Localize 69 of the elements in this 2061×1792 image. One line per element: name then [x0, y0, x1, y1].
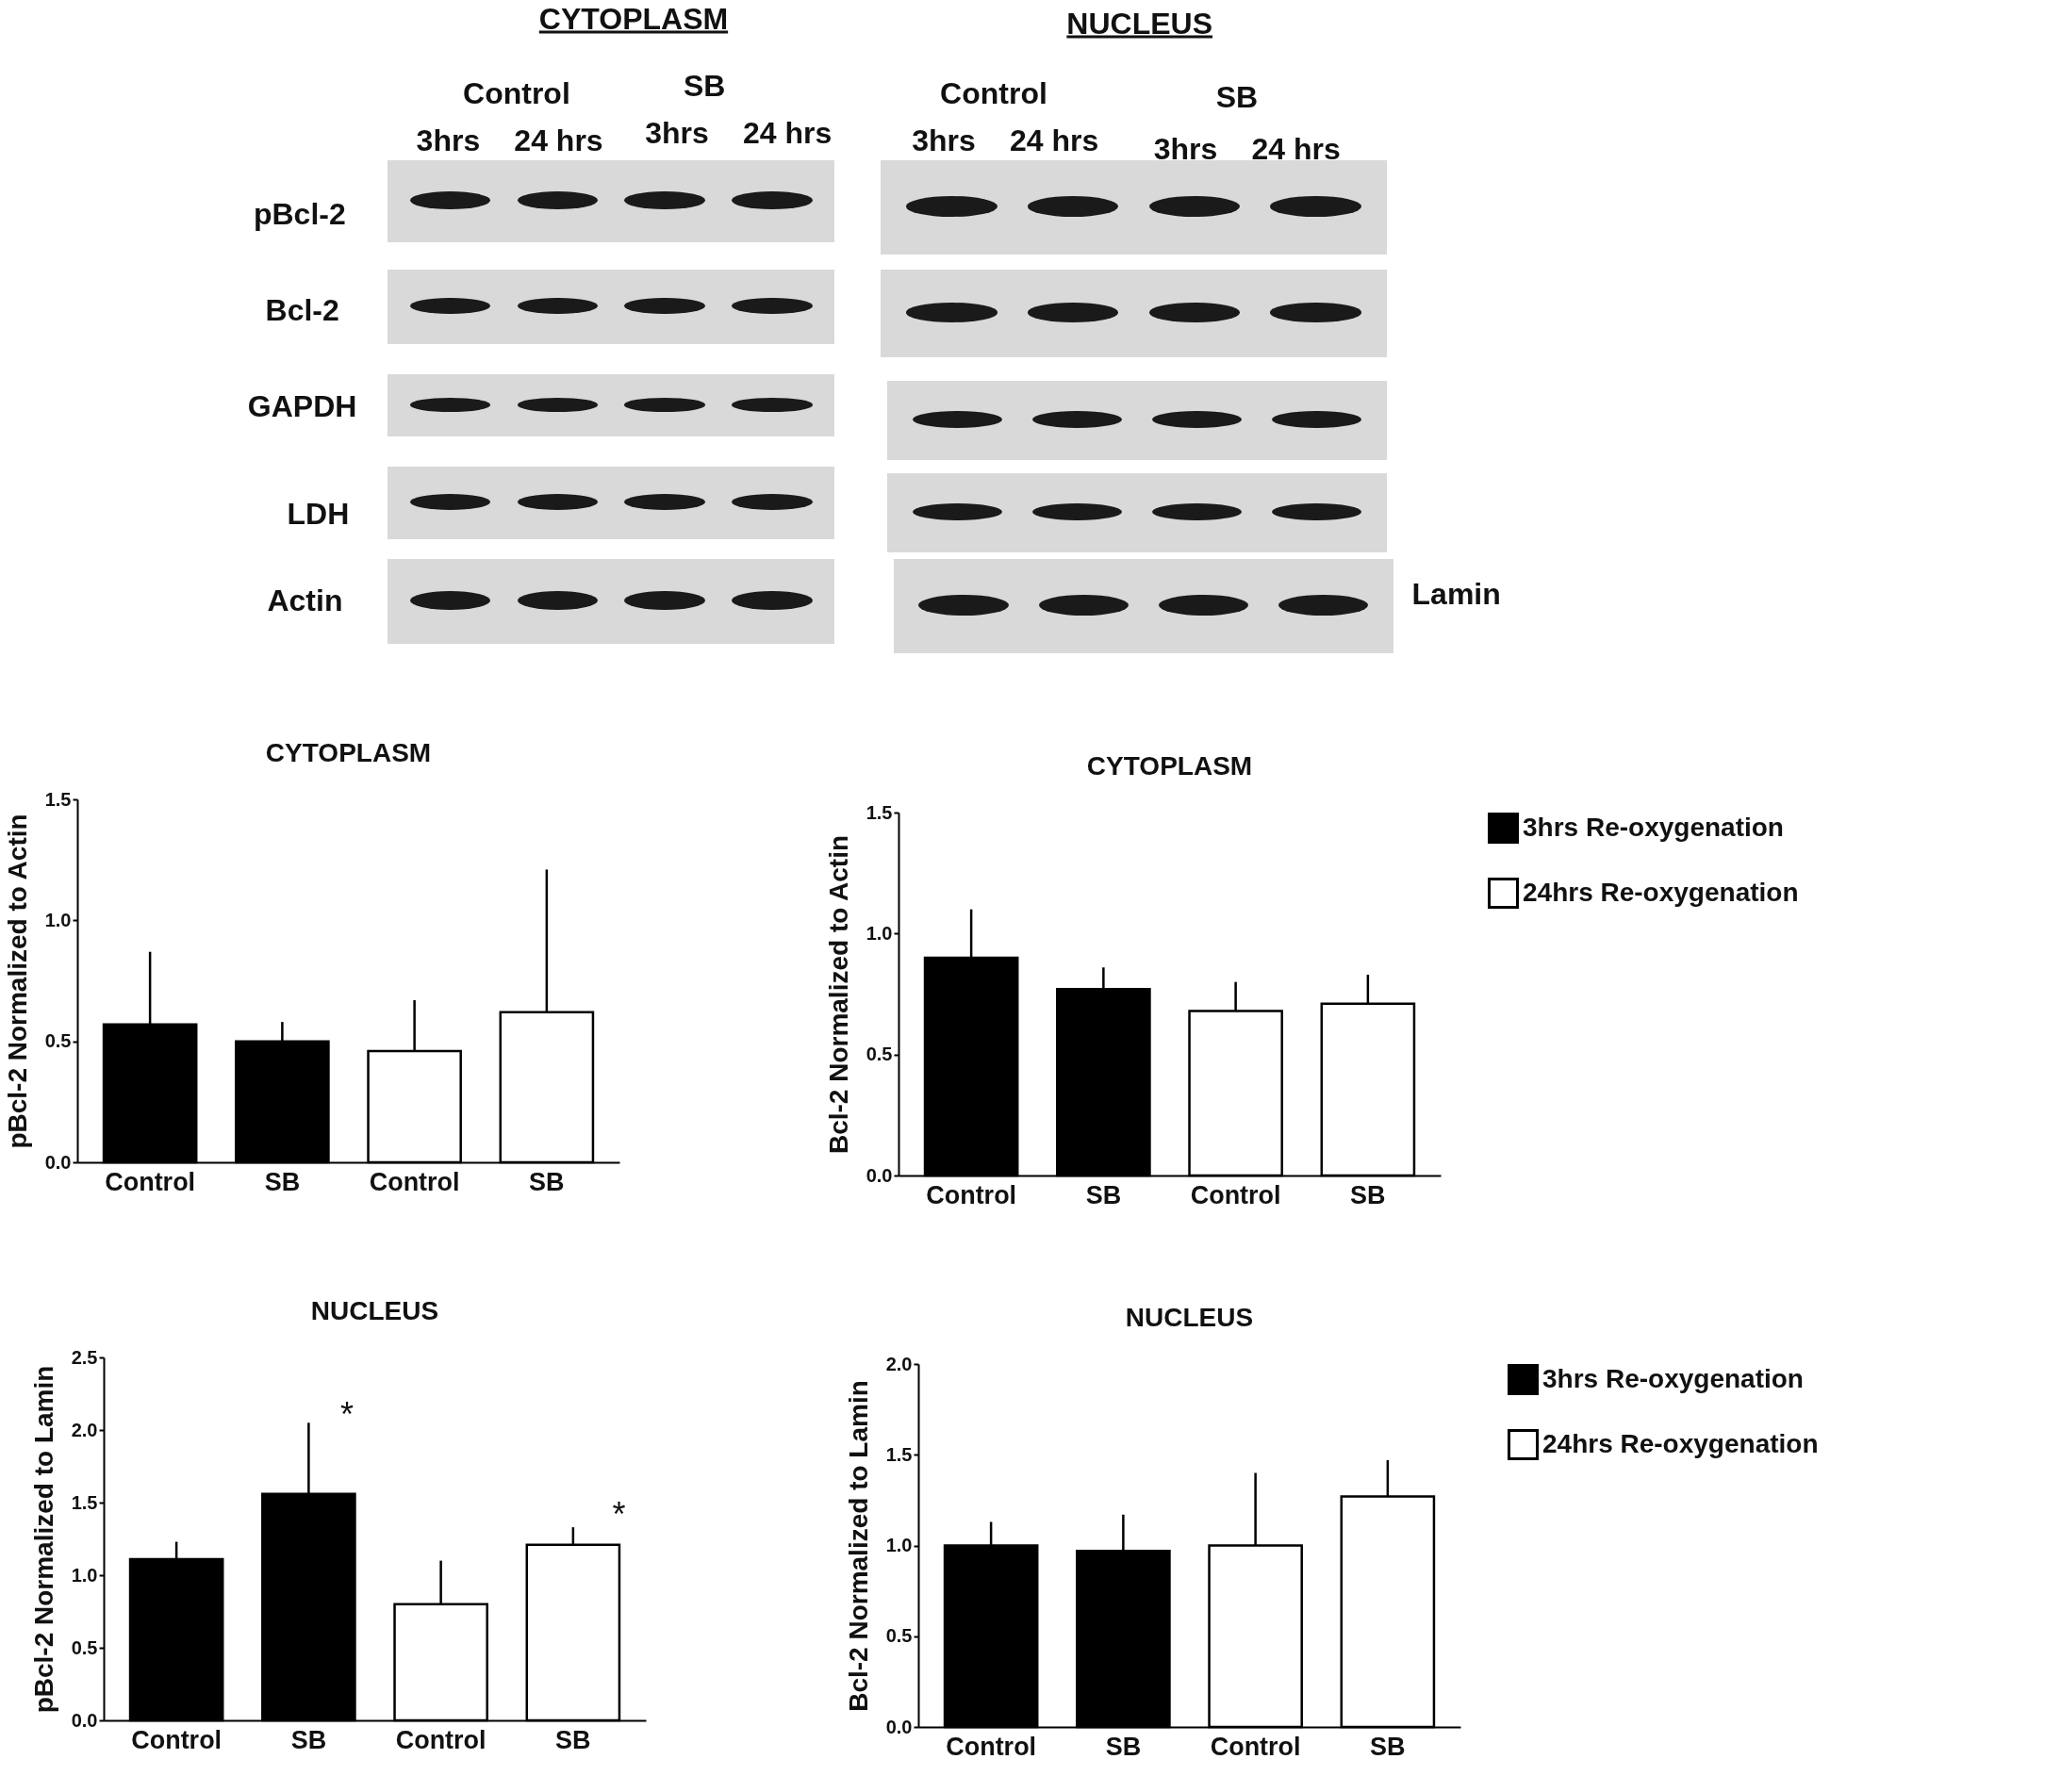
y-tick-label: 2.0 — [71, 1419, 98, 1440]
y-tick-label: 1.0 — [71, 1564, 98, 1586]
y-tick-label: 2.0 — [885, 1353, 913, 1374]
y-tick-label: 0.5 — [885, 1625, 913, 1647]
text: CYTOPLASM — [538, 1, 729, 37]
legend-label: 24hrs Re-oxygenation — [1542, 1428, 1819, 1458]
y-axis-title: Bcl-2 Normalized to Actin — [824, 834, 854, 1154]
annotation: * — [340, 1395, 354, 1436]
x-tick-label: SB — [1350, 1180, 1386, 1209]
text: 3hrs — [416, 123, 481, 158]
x-tick-label: SB — [1370, 1732, 1406, 1761]
text: 24 hrs — [1251, 131, 1341, 167]
x-tick-label: Control — [369, 1167, 460, 1196]
chart-title: CYTOPLASM — [265, 737, 432, 767]
y-tick-label: 0.0 — [71, 1709, 98, 1731]
text: 3hrs — [912, 123, 976, 158]
text: 3hrs — [1153, 131, 1218, 167]
x-tick-label: Control — [1190, 1180, 1281, 1209]
x-tick-label: Control — [105, 1167, 196, 1196]
text: 24 hrs — [514, 123, 603, 158]
y-tick-label: 0.0 — [866, 1164, 893, 1186]
y-tick-label: 1.5 — [44, 788, 72, 810]
text: SB — [1215, 79, 1259, 115]
x-tick-label: Control — [395, 1725, 486, 1754]
y-tick-label: 0.5 — [44, 1029, 72, 1051]
x-tick-label: Control — [131, 1725, 222, 1754]
x-tick-label: SB — [1085, 1180, 1122, 1209]
y-tick-label: 1.5 — [866, 801, 893, 823]
y-tick-label: 1.0 — [885, 1535, 913, 1556]
y-tick-label: 0.0 — [44, 1151, 72, 1173]
y-tick-label: 0.5 — [866, 1043, 893, 1064]
y-axis-title: pBcl-2 Normalized to Lamin — [28, 1365, 58, 1714]
text: Lamin — [1411, 576, 1501, 612]
text: GAPDH — [247, 388, 357, 424]
x-tick-label: Control — [946, 1732, 1037, 1761]
x-tick-label: SB — [264, 1167, 301, 1196]
y-tick-label: 1.5 — [71, 1491, 98, 1513]
y-axis-title: pBcl-2 Normalized to Actin — [2, 814, 32, 1149]
text: Control — [463, 75, 570, 111]
text: Bcl-2 — [265, 292, 339, 328]
legend-label: 3hrs Re-oxygenation — [1542, 1363, 1805, 1393]
chart-title: NUCLEUS — [1126, 1303, 1254, 1333]
y-tick-label: 2.5 — [71, 1346, 98, 1368]
text: Control — [940, 75, 1047, 111]
text: LDH — [287, 496, 350, 532]
y-tick-label: 0.0 — [885, 1716, 913, 1737]
text: Actin — [267, 583, 343, 618]
y-tick-label: 1.0 — [44, 909, 72, 930]
y-tick-label: 1.0 — [866, 922, 893, 944]
y-tick-label: 1.5 — [885, 1443, 913, 1465]
x-tick-label: SB — [1105, 1732, 1142, 1761]
x-tick-label: Control — [926, 1180, 1017, 1209]
text: pBcl-2 — [253, 196, 346, 232]
y-axis-title: Bcl-2 Normalized to Lamin — [843, 1380, 873, 1712]
text: 24 hrs — [742, 115, 833, 151]
text: 24 hrs — [1009, 123, 1099, 158]
x-tick-label: SB — [529, 1167, 565, 1196]
legend-label: 3hrs Re-oxygenation — [1523, 812, 1785, 842]
x-tick-label: Control — [1210, 1732, 1301, 1761]
text: 3hrs — [645, 115, 709, 151]
chart-title: CYTOPLASM — [1087, 750, 1253, 781]
x-tick-label: SB — [554, 1725, 591, 1754]
legend-label: 24hrs Re-oxygenation — [1523, 877, 1799, 907]
x-tick-label: SB — [290, 1725, 327, 1754]
chart-title: NUCLEUS — [310, 1296, 439, 1326]
text: SB — [684, 68, 726, 104]
annotation: * — [612, 1495, 626, 1536]
text: NUCLEUS — [1066, 6, 1213, 41]
y-tick-label: 0.5 — [71, 1636, 98, 1658]
